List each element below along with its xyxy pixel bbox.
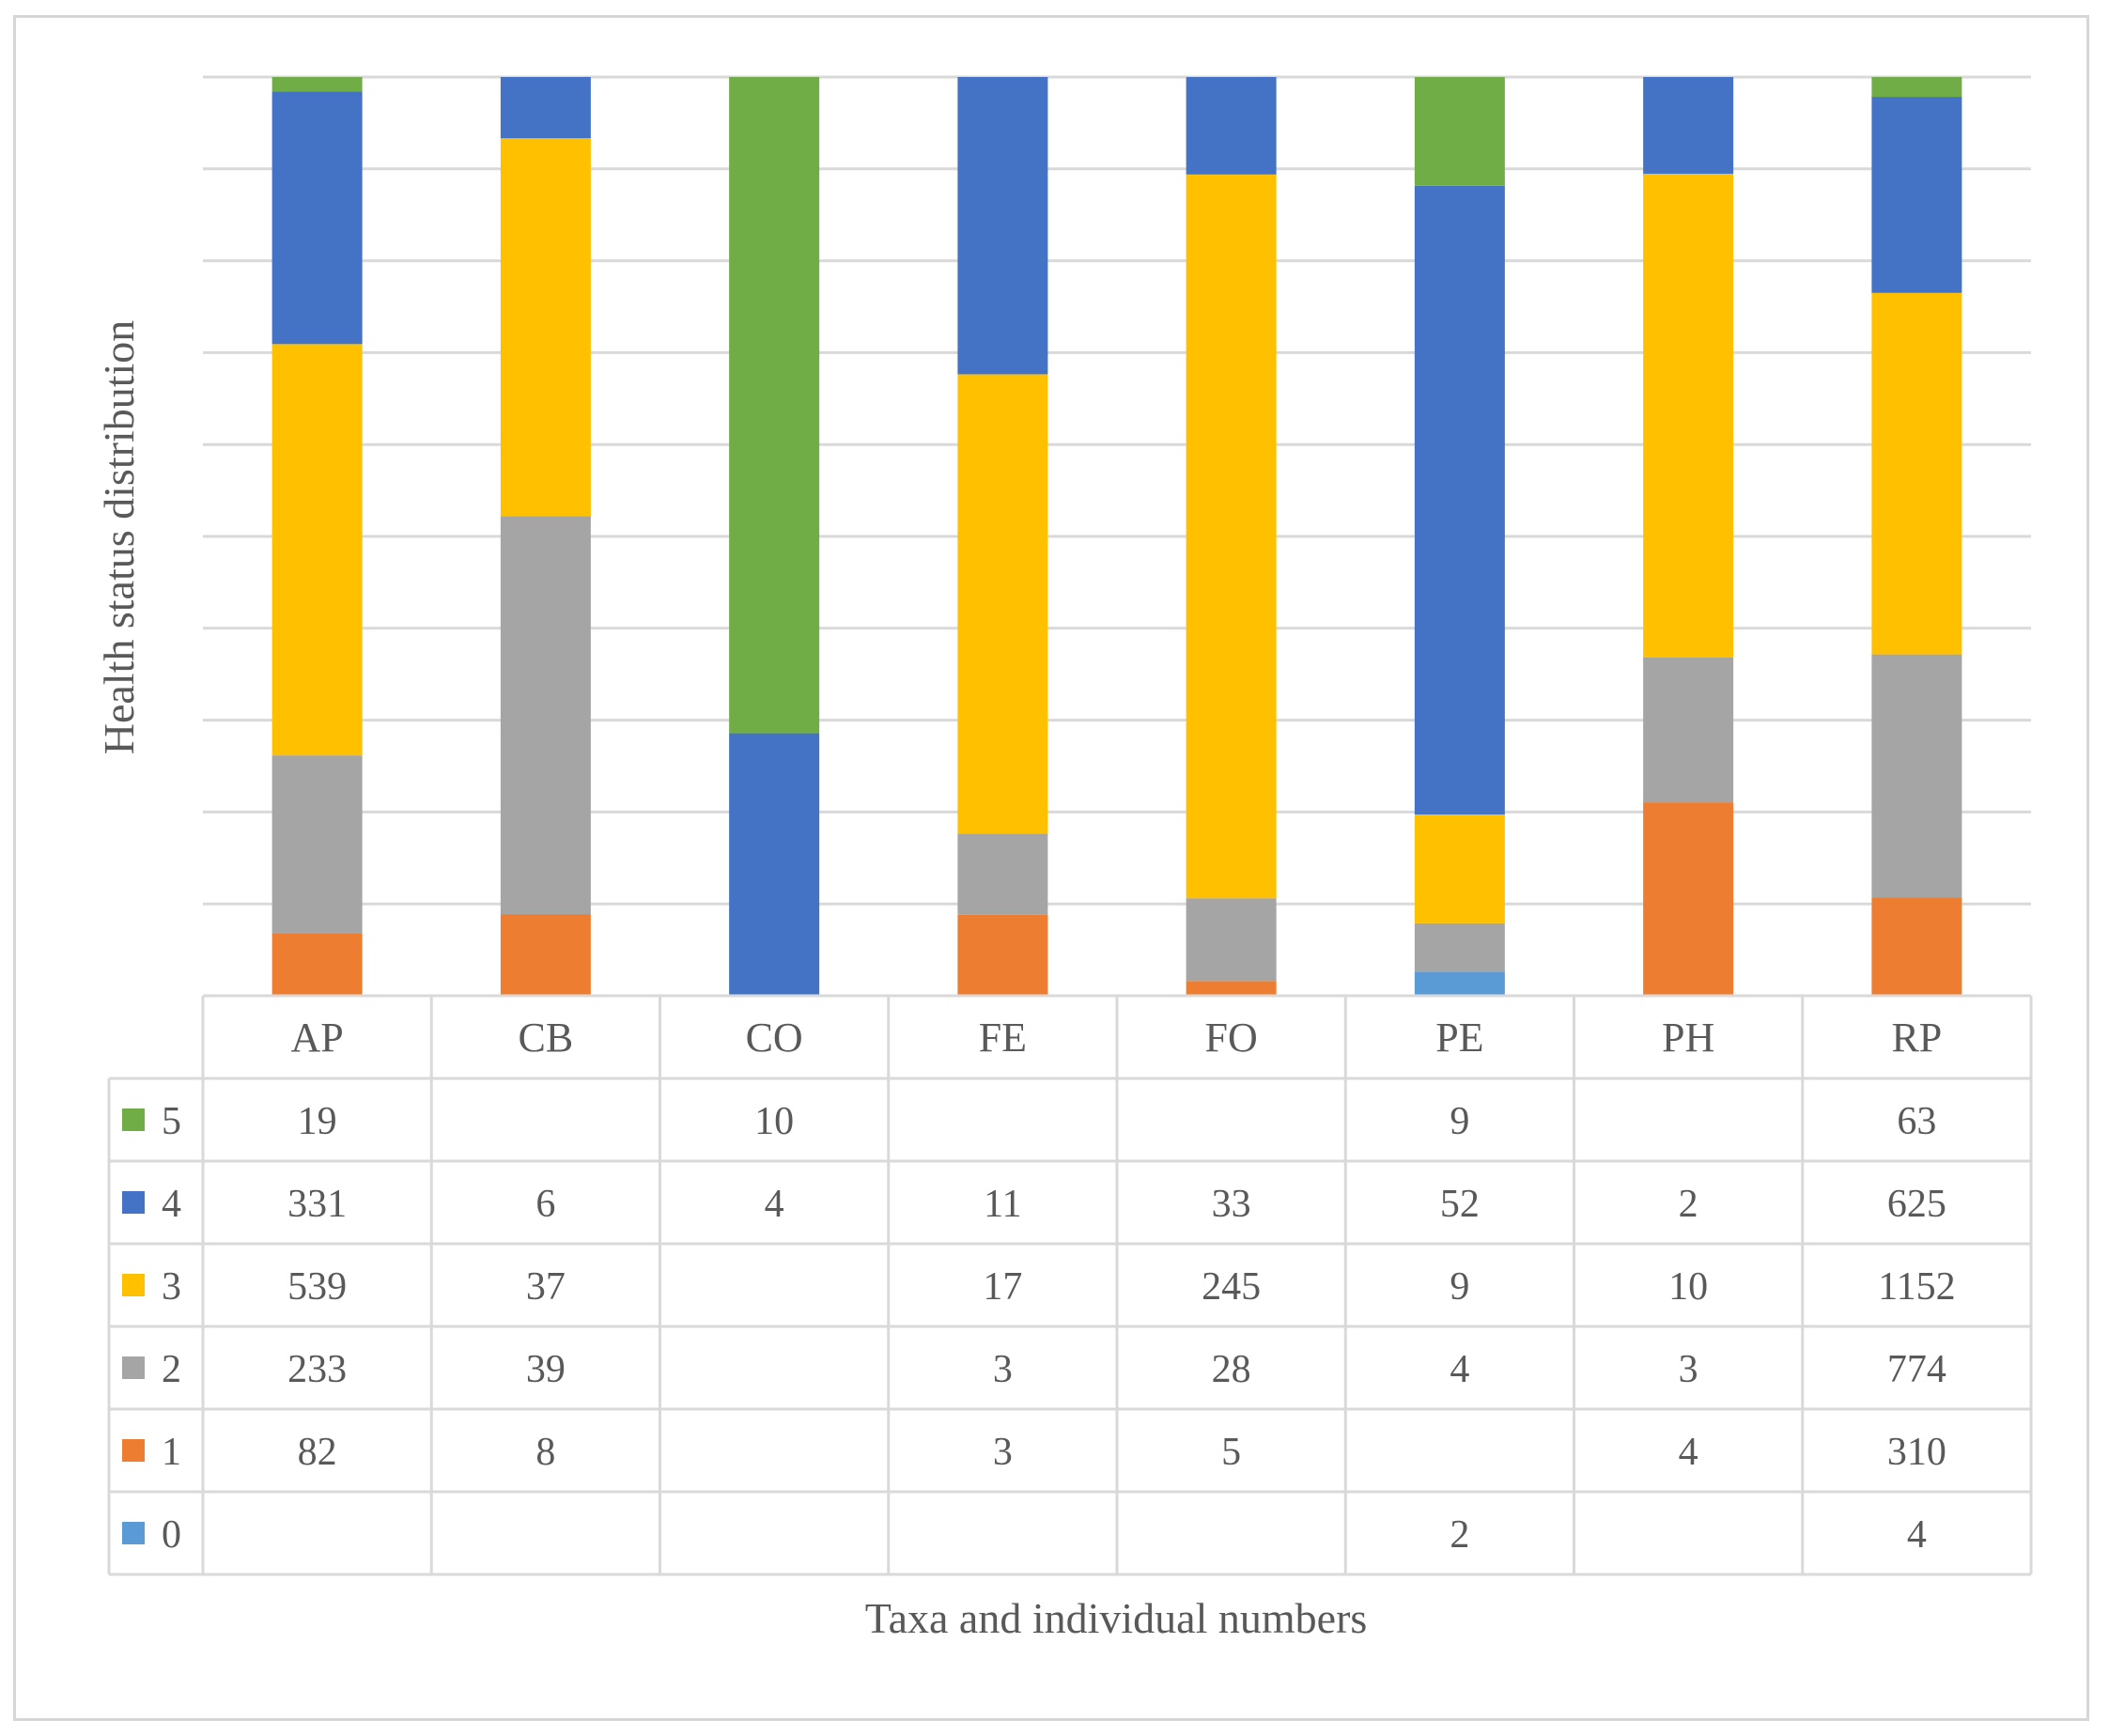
bar-RP-level-4: [1871, 97, 1962, 293]
legend-label-4: 4: [162, 1183, 181, 1226]
bar-CB-level-2: [500, 516, 591, 915]
legend-key-0: [122, 1522, 145, 1544]
table-value-RP-2: 774: [1887, 1348, 1946, 1391]
table-value-PE-0: 2: [1450, 1513, 1469, 1557]
table-value-PH-1: 4: [1679, 1431, 1698, 1474]
bar-FE-level-3: [957, 374, 1048, 834]
bar-CB-level-4: [500, 77, 591, 139]
legend-label-0: 0: [162, 1513, 181, 1557]
bar-CB-level-3: [500, 138, 591, 517]
table-value-CB-1: 8: [535, 1431, 555, 1474]
bar-PE-level-0: [1414, 971, 1505, 996]
bars: [271, 77, 1962, 996]
bar-RP-level-1: [1871, 897, 1962, 995]
table-value-PE-5: 9: [1450, 1100, 1469, 1143]
bar-PH-level-4: [1643, 77, 1734, 174]
bar-AP-level-1: [271, 933, 363, 996]
table-value-FE-3: 17: [983, 1265, 1022, 1309]
bar-PH-level-1: [1643, 802, 1734, 996]
category-label-CO: CO: [746, 1015, 803, 1061]
legend-key-4: [122, 1191, 145, 1214]
bar-AP-level-5: [271, 77, 363, 92]
category-label-PE: PE: [1435, 1015, 1483, 1061]
category-label-FE: FE: [979, 1015, 1027, 1061]
bar-PE-level-3: [1414, 814, 1505, 923]
bar-RP-level-2: [1871, 654, 1962, 898]
table-value-AP-5: 19: [298, 1100, 337, 1143]
table-value-PH-4: 2: [1679, 1183, 1698, 1226]
table-value-RP-5: 63: [1897, 1100, 1936, 1143]
table-value-AP-3: 539: [287, 1265, 347, 1309]
table-value-PE-3: 9: [1450, 1265, 1469, 1309]
bar-FO-level-2: [1186, 898, 1277, 982]
table-value-FE-4: 11: [984, 1183, 1021, 1226]
legend-label-1: 1: [162, 1431, 181, 1474]
legend-key-5: [122, 1108, 145, 1131]
category-label-CB: CB: [519, 1015, 574, 1061]
category-label-PH: PH: [1662, 1015, 1714, 1061]
bar-PE-level-5: [1414, 77, 1505, 186]
bar-RP-level-3: [1871, 292, 1962, 655]
bar-PH-level-3: [1643, 173, 1734, 658]
table-value-FO-1: 5: [1221, 1431, 1241, 1474]
bar-CO-level-5: [729, 77, 820, 734]
table-value-PE-2: 4: [1450, 1348, 1469, 1391]
table-value-CB-4: 6: [535, 1183, 555, 1226]
bar-CB-level-1: [500, 914, 591, 996]
table-value-CO-4: 4: [765, 1183, 784, 1226]
table-value-RP-0: 4: [1907, 1513, 1927, 1557]
bar-CO-level-4: [729, 733, 820, 996]
y-axis-label: Health status distribution: [95, 320, 143, 755]
bar-FO-level-4: [1186, 77, 1277, 175]
bar-FE-level-4: [957, 77, 1048, 375]
bar-FO-level-1: [1186, 981, 1277, 996]
table-value-AP-2: 233: [287, 1348, 347, 1391]
table-value-PH-2: 3: [1679, 1348, 1698, 1391]
category-label-RP: RP: [1891, 1015, 1942, 1061]
bar-FE-level-2: [957, 833, 1048, 915]
table-value-CB-2: 39: [526, 1348, 566, 1391]
legend-label-2: 2: [162, 1348, 181, 1391]
legend-label-5: 5: [162, 1100, 181, 1143]
table-value-CB-3: 37: [526, 1265, 566, 1309]
table-value-CO-5: 10: [754, 1100, 794, 1143]
legend-key-1: [122, 1439, 145, 1462]
bar-RP-level-5: [1871, 77, 1962, 98]
bar-PE-level-2: [1414, 922, 1505, 972]
bar-AP-level-4: [271, 91, 363, 345]
gridlines: [203, 75, 2031, 998]
table-value-FE-1: 3: [993, 1431, 1013, 1474]
legend-key-2: [122, 1356, 145, 1379]
table-value-PE-4: 52: [1440, 1183, 1480, 1226]
bar-PH-level-2: [1643, 657, 1734, 803]
category-label-FO: FO: [1205, 1015, 1258, 1061]
data-table: AP CB CO FE FO PE PH RP5 19 10 9 634 331 6 4 11 33 52 2 625…: [107, 994, 2033, 1576]
table-value-FO-4: 33: [1212, 1183, 1251, 1226]
legend-label-3: 3: [162, 1265, 181, 1309]
table-value-RP-4: 625: [1887, 1183, 1946, 1226]
table-value-PH-3: 10: [1668, 1265, 1708, 1309]
table-value-RP-1: 310: [1887, 1431, 1946, 1474]
table-value-AP-4: 331: [287, 1183, 347, 1226]
table-value-FO-2: 28: [1212, 1348, 1251, 1391]
legend-key-3: [122, 1274, 145, 1296]
x-axis-label: Taxa and individual numbers: [865, 1594, 1368, 1642]
bar-FE-level-1: [957, 914, 1048, 996]
table-value-FO-3: 245: [1202, 1265, 1261, 1309]
table-value-FE-2: 3: [993, 1348, 1013, 1391]
table-value-RP-3: 1152: [1878, 1265, 1955, 1309]
bar-AP-level-2: [271, 755, 363, 934]
category-label-AP: AP: [291, 1015, 344, 1061]
bar-FO-level-3: [1186, 174, 1277, 899]
bar-PE-level-4: [1414, 185, 1505, 814]
bar-AP-level-3: [271, 344, 363, 756]
table-value-AP-1: 82: [298, 1431, 337, 1474]
